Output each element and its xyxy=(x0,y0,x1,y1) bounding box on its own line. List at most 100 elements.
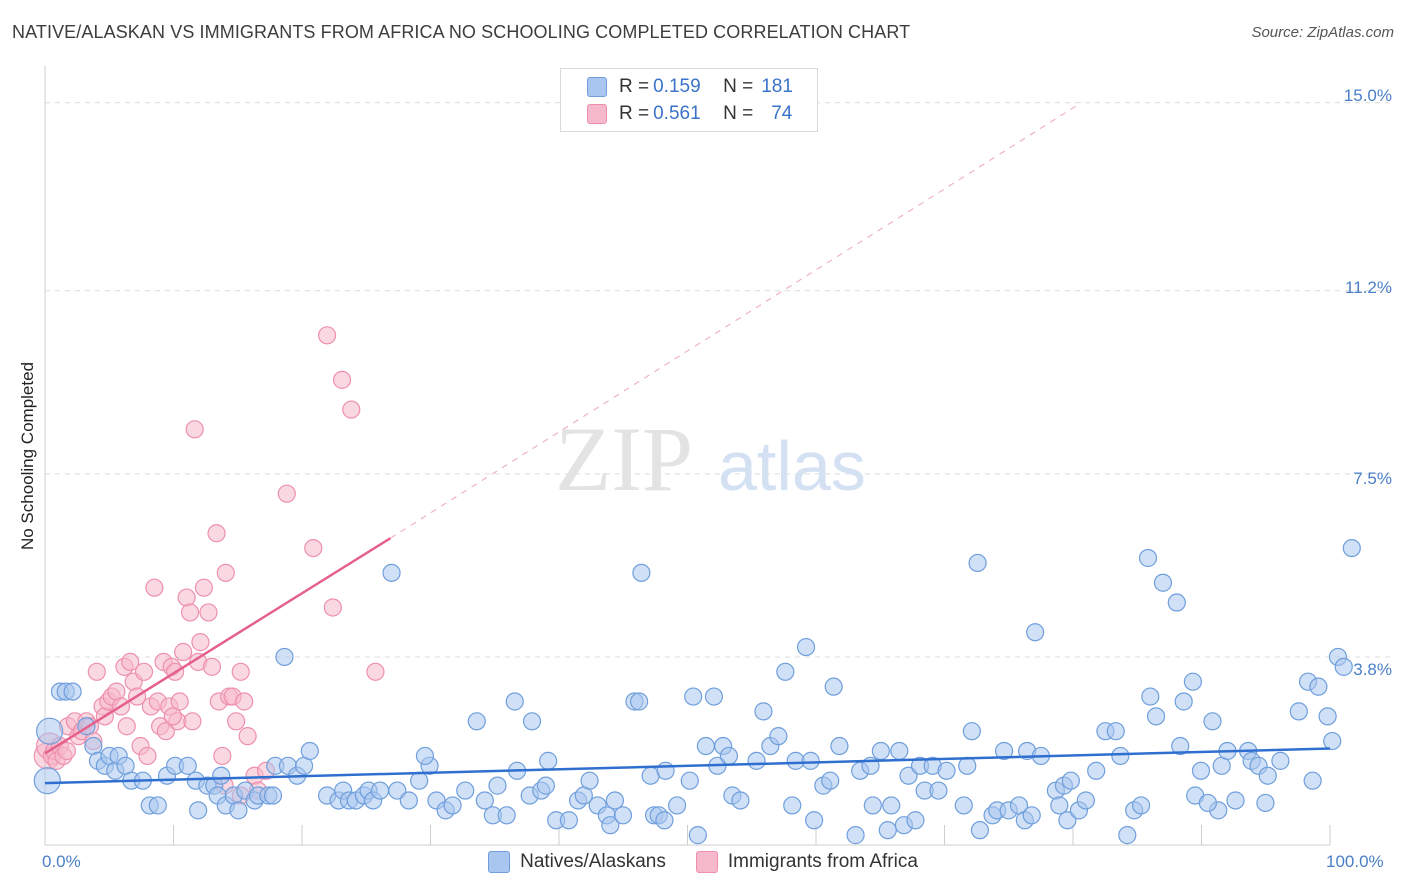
natives-point xyxy=(1203,712,1222,731)
natives-point xyxy=(688,826,707,845)
natives-point xyxy=(1198,793,1217,813)
natives-point xyxy=(33,767,61,795)
natives-point xyxy=(1323,731,1342,751)
natives-point xyxy=(467,712,486,731)
natives-point xyxy=(796,637,816,657)
africa-point xyxy=(185,420,204,439)
natives-point xyxy=(415,746,435,766)
natives-point xyxy=(1289,702,1308,721)
natives-point xyxy=(863,796,882,815)
natives-point xyxy=(382,563,401,582)
africa-point xyxy=(170,692,189,711)
natives-point xyxy=(958,756,977,775)
source-label: Source: ZipAtlas.com xyxy=(1251,24,1394,41)
natives-point xyxy=(263,786,283,805)
natives-point xyxy=(388,781,407,800)
natives-point xyxy=(536,776,555,795)
africa-point xyxy=(138,746,157,766)
natives-point xyxy=(656,761,675,780)
x-tick-label: 0.0% xyxy=(42,852,81,871)
natives-point xyxy=(1153,573,1173,592)
natives-point xyxy=(680,771,699,790)
natives-point xyxy=(929,781,948,800)
africa-point xyxy=(183,712,202,731)
natives-point xyxy=(1174,692,1193,711)
africa-trend-line xyxy=(44,537,392,755)
y-tick-label: 3.8% xyxy=(1353,660,1392,679)
africa-point xyxy=(317,326,337,345)
natives-point xyxy=(539,751,558,770)
legend-item-africa: Immigrants from Africa xyxy=(695,851,918,873)
natives-point xyxy=(559,811,578,830)
natives-point xyxy=(1111,746,1130,766)
africa-point xyxy=(174,642,193,662)
natives-point xyxy=(178,756,197,775)
natives-point xyxy=(970,821,990,840)
africa-point xyxy=(238,727,257,746)
africa-point xyxy=(199,603,218,622)
natives-point xyxy=(36,717,64,745)
natives-point xyxy=(505,692,524,711)
africa-point xyxy=(177,588,196,607)
africa-point xyxy=(202,657,222,676)
natives-point xyxy=(580,771,599,790)
natives-trend-line xyxy=(44,747,1331,785)
natives-point xyxy=(189,801,208,820)
y-tick-label: 15.0% xyxy=(1343,86,1392,105)
natives-point xyxy=(1087,761,1106,780)
natives-point xyxy=(1303,771,1322,790)
natives-point xyxy=(1076,791,1095,810)
n-value: 181 xyxy=(761,76,793,97)
africa-point xyxy=(194,578,213,597)
natives-point xyxy=(1026,623,1045,642)
africa-swatch xyxy=(587,104,607,124)
africa-point xyxy=(323,598,342,617)
africa-point xyxy=(121,652,140,672)
natives-point xyxy=(1256,793,1275,813)
natives-point xyxy=(605,791,625,810)
natives-point xyxy=(824,677,843,696)
africa-point xyxy=(342,400,361,419)
n-label: N = xyxy=(723,76,754,97)
africa-point xyxy=(163,707,182,726)
trend-lines xyxy=(44,102,1331,785)
natives-point xyxy=(830,736,849,756)
natives-point xyxy=(801,751,820,770)
watermark-zip: ZIP xyxy=(555,408,693,510)
axes xyxy=(44,66,1331,846)
africa-point xyxy=(180,603,200,622)
natives-point xyxy=(399,791,418,810)
r-value: 0.159 xyxy=(653,76,701,97)
natives-point xyxy=(1334,657,1353,676)
n-label: N = xyxy=(723,103,754,124)
natives-point xyxy=(1191,761,1211,780)
natives-point xyxy=(1138,548,1158,568)
natives-point xyxy=(878,821,897,840)
africa-point xyxy=(156,722,175,741)
natives-point xyxy=(1342,538,1361,558)
legend-item-natives: Natives/Alaskans xyxy=(488,851,666,873)
natives-point xyxy=(1318,707,1337,726)
natives-point xyxy=(613,806,633,825)
africa-point xyxy=(231,662,250,681)
africa-point xyxy=(134,662,154,681)
natives-point xyxy=(148,796,167,815)
r-label: R = xyxy=(619,103,650,124)
r-label: R = xyxy=(619,76,650,97)
africa-point xyxy=(304,538,323,558)
africa-point xyxy=(216,563,235,582)
natives-point xyxy=(846,826,865,845)
series-legend: Natives/Alaskans Immigrants from Africa xyxy=(0,851,1406,873)
africa-point xyxy=(57,741,76,761)
africa-point xyxy=(191,633,210,652)
natives-point xyxy=(805,811,824,830)
legend-label-natives: Natives/Alaskans xyxy=(520,851,666,872)
natives-point xyxy=(667,796,687,815)
natives-point xyxy=(731,791,750,810)
natives-point xyxy=(601,816,620,835)
correlation-legend: R = 0.159 N = 181 R = 0.561 N = 74 xyxy=(560,68,818,132)
natives-point xyxy=(475,791,494,810)
africa-point xyxy=(145,578,164,597)
natives-point xyxy=(1309,677,1328,696)
